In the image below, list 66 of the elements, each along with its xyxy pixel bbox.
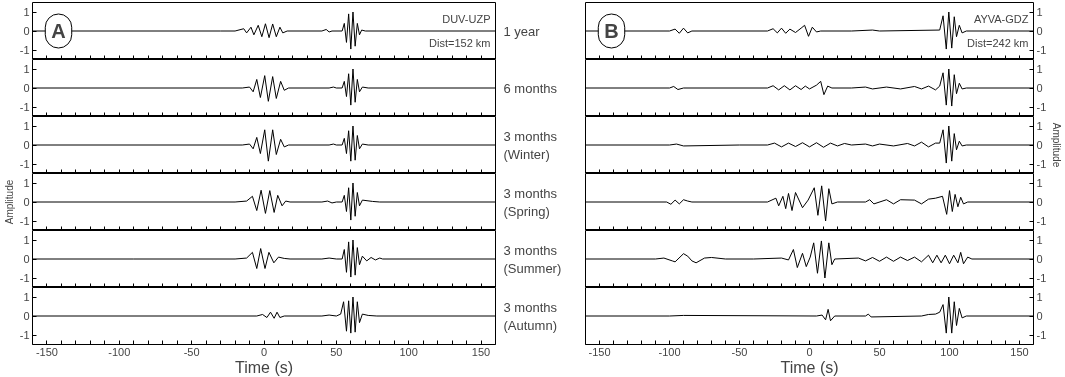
annotation: Dist=152 km [429, 37, 491, 49]
y2-tick-label: 0 [1036, 25, 1043, 37]
x-tick-label: 0 [260, 345, 268, 358]
x-tick-label: 100 [399, 345, 418, 358]
y-tick-label: 1 [23, 6, 30, 18]
text: 3 months (Summer) [503, 242, 562, 276]
y-tick-label: 0 [23, 196, 30, 208]
y-tick-label: 0 [23, 253, 30, 265]
text: 3 months (Autumn) [503, 299, 558, 333]
text: 3 months (Spring) [503, 185, 558, 219]
y2-tick-label: 0 [1036, 82, 1043, 94]
x-tick-label: 150 [471, 345, 491, 358]
y-tick-label: -1 [19, 215, 30, 227]
x-tick-label: -50 [731, 345, 748, 358]
y2-tick-label: 0 [1036, 139, 1043, 151]
y2-tick-label: 0 [1036, 253, 1043, 265]
y2-tick-label: 1 [1036, 177, 1043, 189]
y-tick-label: 0 [23, 82, 30, 94]
x-tick-label: 50 [330, 345, 343, 358]
text: 6 months [503, 80, 558, 96]
text: 3 months (Winter) [503, 128, 558, 162]
y2-tick-label: 1 [1036, 63, 1043, 75]
text: 1 year [503, 23, 541, 39]
y-tick-label: 0 [23, 310, 30, 322]
y2-tick-label: 1 [1036, 291, 1043, 303]
y2-tick-label: -1 [1036, 215, 1047, 227]
y-tick-label: -1 [19, 272, 30, 284]
annotation: DUV-UZP [442, 13, 491, 25]
y-tick-label: 0 [23, 25, 30, 37]
y-tick-label: 1 [23, 120, 30, 132]
x-tick-label: -100 [658, 345, 681, 358]
y2-tick-label: 0 [1036, 196, 1043, 208]
x-axis-title: Time (s) [234, 358, 294, 376]
y2-axis-title: Amplitude [1051, 122, 1063, 168]
y-tick-label: 1 [23, 63, 30, 75]
y2-tick-label: -1 [1036, 329, 1047, 341]
y2-tick-label: -1 [1036, 101, 1047, 113]
x-tick-label: -150 [588, 345, 611, 358]
y-tick-label: 1 [23, 234, 30, 246]
x-tick-label: -100 [108, 345, 131, 358]
annotation: Dist=242 km [967, 37, 1029, 49]
y-axis-title: Amplitude [3, 179, 15, 225]
x-axis-title: Time (s) [780, 358, 839, 376]
y2-tick-label: -1 [1036, 44, 1047, 56]
y2-tick-label: 1 [1036, 234, 1043, 246]
y2-tick-label: 1 [1036, 120, 1043, 132]
x-tick-label: -50 [183, 345, 200, 358]
y-tick-label: 1 [23, 291, 30, 303]
annotation: AYVA-GDZ [973, 13, 1029, 25]
x-tick-label: 0 [806, 345, 813, 358]
y2-tick-label: -1 [1036, 158, 1047, 170]
y-tick-label: 1 [23, 177, 30, 189]
x-tick-label: 150 [1010, 345, 1029, 358]
y-tick-label: 0 [23, 139, 30, 151]
y-tick-label: -1 [19, 158, 30, 170]
annotation: B [604, 20, 619, 42]
y2-tick-label: 0 [1036, 310, 1043, 322]
annotation: A [51, 20, 66, 42]
x-tick-label: 50 [873, 345, 886, 358]
y2-tick-label: -1 [1036, 272, 1047, 284]
y2-tick-label: 1 [1036, 6, 1043, 18]
y-tick-label: -1 [19, 44, 30, 56]
x-tick-label: 100 [940, 345, 959, 358]
x-tick-label: -150 [35, 345, 58, 358]
y-tick-label: -1 [19, 101, 30, 113]
y-tick-label: -1 [19, 329, 30, 341]
